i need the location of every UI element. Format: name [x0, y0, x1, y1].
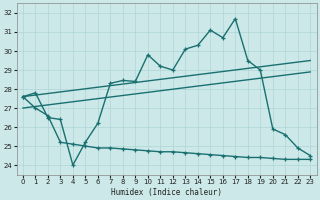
- X-axis label: Humidex (Indice chaleur): Humidex (Indice chaleur): [111, 188, 222, 197]
